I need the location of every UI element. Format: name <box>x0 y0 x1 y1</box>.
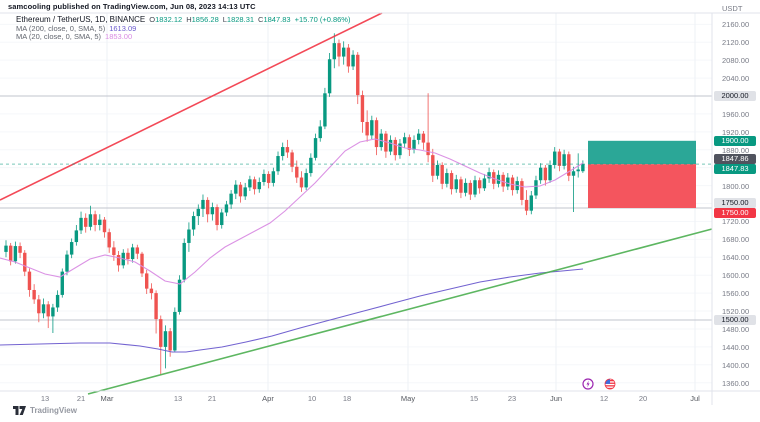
time-tick-label: Mar <box>100 394 114 403</box>
price-tick-label: 1800.00 <box>722 181 750 191</box>
ma20-value: 1853.00 <box>105 32 133 42</box>
time-tick-label: Jun <box>549 394 563 403</box>
price-tick-label: 1960.00 <box>722 109 750 119</box>
close-label: C <box>258 15 264 24</box>
time-tick-label: 23 <box>507 394 517 403</box>
hline-1750-badge: 1750.00 <box>714 198 756 209</box>
time-tick-label: 21 <box>76 394 86 403</box>
price-tick-label: 2080.00 <box>722 56 750 66</box>
price-tick-label: 1720.00 <box>722 217 750 227</box>
tradingview-logo-text: TradingView <box>30 405 77 415</box>
low-label: L <box>222 15 227 24</box>
target-price-badge: 1900.00 <box>714 135 756 146</box>
time-tick-label: May <box>400 394 416 403</box>
crypto-event-icon[interactable] <box>582 377 594 390</box>
price-tick-label: 1360.00 <box>722 378 750 388</box>
last-price-badge: 1847.83 <box>714 164 756 175</box>
open-label: O <box>149 15 156 24</box>
time-tick-label: 15 <box>469 394 479 403</box>
price-tick-label: 1440.00 <box>722 342 750 352</box>
price-axis-currency: USDT <box>722 4 743 13</box>
indicator-legend: Ethereum / TetherUS, 1D, BINANCE O1832.12… <box>16 14 351 42</box>
time-tick-label: 10 <box>307 394 317 403</box>
hline-1500-badge: 1500.00 <box>714 315 756 325</box>
time-tick-label: 20 <box>638 394 648 403</box>
high-value: 1856.28 <box>191 15 219 24</box>
ma200-value: 1613.09 <box>109 23 137 33</box>
time-tick-label: 18 <box>342 394 352 403</box>
close-value: 1847.83 <box>263 15 291 24</box>
price-tick-label: 1920.00 <box>722 127 750 137</box>
low-value: 1828.31 <box>226 15 255 24</box>
hline-2000-badge: 2000.00 <box>714 91 756 101</box>
price-tick-label: 2040.00 <box>722 74 750 84</box>
price-tick-label: 2160.00 <box>722 20 750 30</box>
price-tick-label: 1400.00 <box>722 360 750 370</box>
tradingview-logo[interactable]: TradingView <box>13 404 77 416</box>
time-tick-label: 12 <box>599 394 609 403</box>
price-tick-label: 2120.00 <box>722 38 750 48</box>
symbol-title[interactable]: Ethereum / TetherUS, 1D, BINANCE <box>16 15 146 24</box>
ma20-label: MA (20, close, 0, SMA, 5) <box>16 32 102 42</box>
price-tick-label: 1880.00 <box>722 145 750 155</box>
time-tick-label: 13 <box>40 394 50 403</box>
time-tick-label: 21 <box>207 394 217 403</box>
symbol-row: Ethereum / TetherUS, 1D, BINANCE O1832.12… <box>16 14 351 24</box>
change-value: +15.70 (+0.86%) <box>294 15 351 24</box>
tradingview-logo-icon <box>13 405 26 415</box>
ma20-row[interactable]: MA (20, close, 0, SMA, 5) 1853.00 <box>16 31 350 42</box>
price-tick-label: 1600.00 <box>722 271 750 281</box>
attribution-text: samcooling published on TradingView.com,… <box>8 2 256 11</box>
us-flag-event-icon[interactable] <box>604 377 616 390</box>
price-tick-label: 1520.00 <box>722 307 750 317</box>
price-tick-label: 1480.00 <box>722 324 750 334</box>
ma200-label: MA (200, close, 0, SMA, 5) <box>16 23 106 33</box>
entry-price-badge: 1847.86 <box>714 154 756 165</box>
time-axis[interactable]: 13 21 Mar 13 21 Apr 10 18 May 15 23 Jun 12 20 Jul <box>0 391 760 405</box>
time-tick-label: 13 <box>173 394 183 403</box>
price-tick-label: 1680.00 <box>722 235 750 245</box>
price-tick-label: 1640.00 <box>722 253 750 263</box>
stop-price-badge: 1750.00 <box>714 208 756 219</box>
price-axis[interactable]: USDT 2160.00 2120.00 2080.00 2040.00 2000.00… <box>713 0 760 405</box>
open-value: 1832.12 <box>155 15 183 24</box>
price-tick-label: 1560.00 <box>722 289 750 299</box>
high-label: H <box>186 15 192 24</box>
ma200-row[interactable]: MA (200, close, 0, SMA, 5) 1613.09 <box>16 23 350 33</box>
time-tick-label: Jul <box>690 394 700 403</box>
time-tick-label: Apr <box>262 394 274 403</box>
